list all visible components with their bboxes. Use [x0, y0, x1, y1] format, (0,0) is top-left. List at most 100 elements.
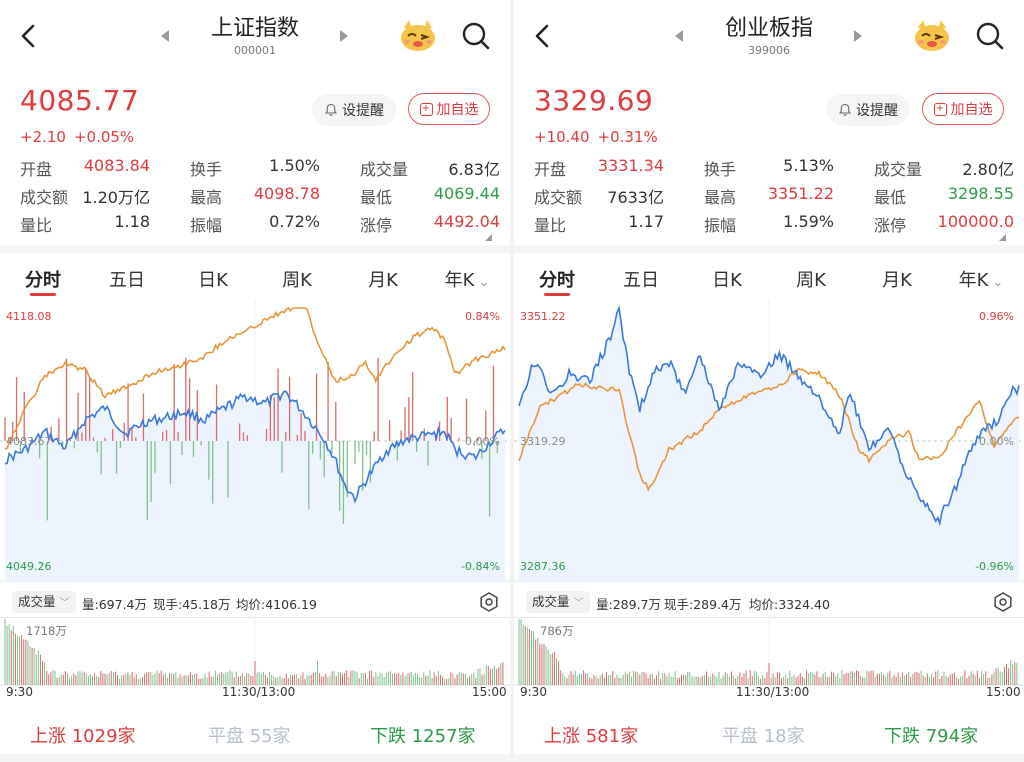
section-divider	[0, 245, 510, 253]
search-icon[interactable]	[974, 20, 1006, 52]
indicator-selector[interactable]: 成交量 ﹀	[12, 591, 76, 613]
top-bar: 上证指数 000001	[0, 0, 510, 72]
stat-label: 量比	[20, 216, 53, 235]
back-arrow-icon[interactable]	[528, 20, 556, 52]
stat-value: 5.13%	[783, 156, 834, 175]
add-watchlist-label: 加自选	[436, 102, 479, 118]
tab-monthly-k[interactable]: 月K	[348, 266, 418, 292]
mascot-icon[interactable]	[398, 18, 438, 54]
time-label-close: 15:00	[986, 685, 1021, 699]
expand-corner-icon[interactable]	[999, 234, 1006, 241]
set-alert-label: 设提醒	[342, 103, 384, 119]
time-label-close: 15:00	[472, 685, 507, 699]
stat-value: 3331.34	[597, 156, 664, 175]
stat-label: 最高	[704, 188, 737, 207]
stat-label: 换手	[704, 160, 737, 179]
tab-label: 五日	[623, 270, 659, 291]
add-watchlist-button[interactable]: + 加自选	[922, 93, 1004, 125]
section-divider	[514, 245, 1024, 253]
current-price: 4085.77	[20, 84, 140, 117]
y-axis-mid-pct-label: 0.00%	[465, 435, 500, 448]
tab-yearly-k[interactable]: 年K ⌄	[946, 266, 1016, 292]
indicator-selector[interactable]: 成交量 ﹀	[526, 591, 590, 613]
stat-value: 7633亿	[607, 188, 664, 207]
stats-row: 成交额 1.20万亿 最高 4098.78 最低 4069.44	[20, 184, 500, 212]
period-tabs: 分时 五日 日K 周K 月K 年K ⌄	[0, 258, 510, 298]
search-icon[interactable]	[460, 20, 492, 52]
set-alert-button[interactable]: 设提醒	[312, 94, 396, 126]
unchanged: 平盘 18家	[722, 722, 805, 748]
tab-intraday[interactable]: 分时	[522, 266, 592, 292]
price-area-fill	[5, 391, 505, 582]
tab-five-day[interactable]: 五日	[606, 266, 676, 292]
tab-daily-k[interactable]: 日K	[178, 266, 248, 292]
previous-index-icon[interactable]	[158, 28, 172, 44]
stat-label: 最低	[360, 188, 393, 207]
next-index-icon[interactable]	[337, 28, 351, 44]
volume-amount: 量:289.7万	[596, 597, 661, 612]
stat-value: 3298.55	[947, 184, 1014, 203]
set-alert-button[interactable]: 设提醒	[826, 94, 910, 126]
unchanged: 平盘 55家	[208, 722, 291, 748]
price-area-fill	[519, 308, 1019, 582]
average-price: 均价:4106.19	[236, 597, 317, 612]
y-axis-min-pct-label: -0.84%	[461, 560, 500, 573]
volume-header: 成交量 ﹀ 量:697.4万 现手:45.18万 均价:4106.19	[0, 588, 510, 616]
stat-label: 量比	[534, 216, 567, 235]
settings-icon[interactable]	[992, 591, 1014, 613]
previous-index-icon[interactable]	[672, 28, 686, 44]
stat-label: 涨停	[874, 216, 907, 235]
intraday-chart[interactable]: 4118.08 0.84% 4083.67 0.00% 4049.26 -0.84%	[0, 300, 510, 582]
back-arrow-icon[interactable]	[14, 20, 42, 52]
add-watchlist-button[interactable]: + 加自选	[408, 93, 490, 125]
change-amount: +10.40	[534, 128, 590, 146]
next-index-icon[interactable]	[851, 28, 865, 44]
stat-value: 1.18	[114, 212, 150, 231]
indicator-selector-label: 成交量	[18, 594, 56, 609]
expand-corner-icon[interactable]	[485, 234, 492, 241]
quote-stats: 开盘 3331.34 换手 5.13% 成交量 2.80亿 成交额 7633亿 最高 3351.2…	[534, 156, 1014, 240]
tab-monthly-k[interactable]: 月K	[862, 266, 932, 292]
tab-weekly-k[interactable]: 周K	[262, 266, 332, 292]
stat-label: 最低	[874, 188, 907, 207]
tab-label: 月K	[368, 270, 398, 291]
advancers: 上涨 581家	[544, 722, 638, 748]
top-bar: 创业板指 399006	[514, 0, 1024, 72]
y-axis-min-label: 3287.36	[520, 560, 566, 573]
y-axis-max-pct-label: 0.84%	[465, 310, 500, 323]
tab-label: 日K	[712, 270, 742, 291]
index-panel-shanghai: 上证指数 000001 4085.77 +2.10 +0.05% 设提醒	[0, 0, 510, 762]
stat-label: 涨停	[360, 216, 393, 235]
stats-row: 开盘 3331.34 换手 5.13% 成交量 2.80亿	[534, 156, 1014, 184]
settings-icon[interactable]	[478, 591, 500, 613]
unchanged-count: 55家	[249, 726, 291, 747]
stats-row: 量比 1.17 振幅 1.59% 涨停 100000.0	[534, 212, 1014, 240]
stat-value: 4083.84	[83, 156, 150, 175]
stat-value: 1.17	[628, 212, 664, 231]
intraday-chart[interactable]: 3351.22 0.96% 3319.29 0.00% 3287.36 -0.96%	[514, 300, 1024, 582]
tab-label: 分时	[539, 270, 575, 291]
decliners: 下跌 1257家	[370, 722, 476, 748]
tab-intraday[interactable]: 分时	[8, 266, 78, 292]
stats-row: 成交额 7633亿 最高 3351.22 最低 3298.55	[534, 184, 1014, 212]
market-breadth: 上涨 1029家 平盘 55家 下跌 1257家	[0, 716, 510, 750]
volume-chart[interactable]: 1718万	[0, 617, 510, 687]
tab-weekly-k[interactable]: 周K	[776, 266, 846, 292]
stats-row: 量比 1.18 振幅 0.72% 涨停 4492.04	[20, 212, 500, 240]
price-change: +10.40 +0.31%	[534, 128, 666, 146]
period-tabs: 分时 五日 日K 周K 月K 年K ⌄	[514, 258, 1024, 298]
tab-yearly-k[interactable]: 年K ⌄	[432, 266, 502, 292]
tab-five-day[interactable]: 五日	[92, 266, 162, 292]
current-price: 3329.69	[534, 84, 654, 117]
stat-label: 成交额	[20, 188, 69, 207]
panel-separator	[510, 0, 514, 762]
decliners-count: 794家	[925, 726, 979, 747]
stat-label: 开盘	[20, 160, 53, 179]
active-tab-indicator	[544, 293, 570, 296]
y-axis-max-pct-label: 0.96%	[979, 310, 1014, 323]
mascot-icon[interactable]	[912, 18, 952, 54]
volume-chart[interactable]: 786万	[514, 617, 1024, 687]
plus-icon: +	[933, 102, 947, 116]
tab-daily-k[interactable]: 日K	[692, 266, 762, 292]
stat-label: 最高	[190, 188, 223, 207]
